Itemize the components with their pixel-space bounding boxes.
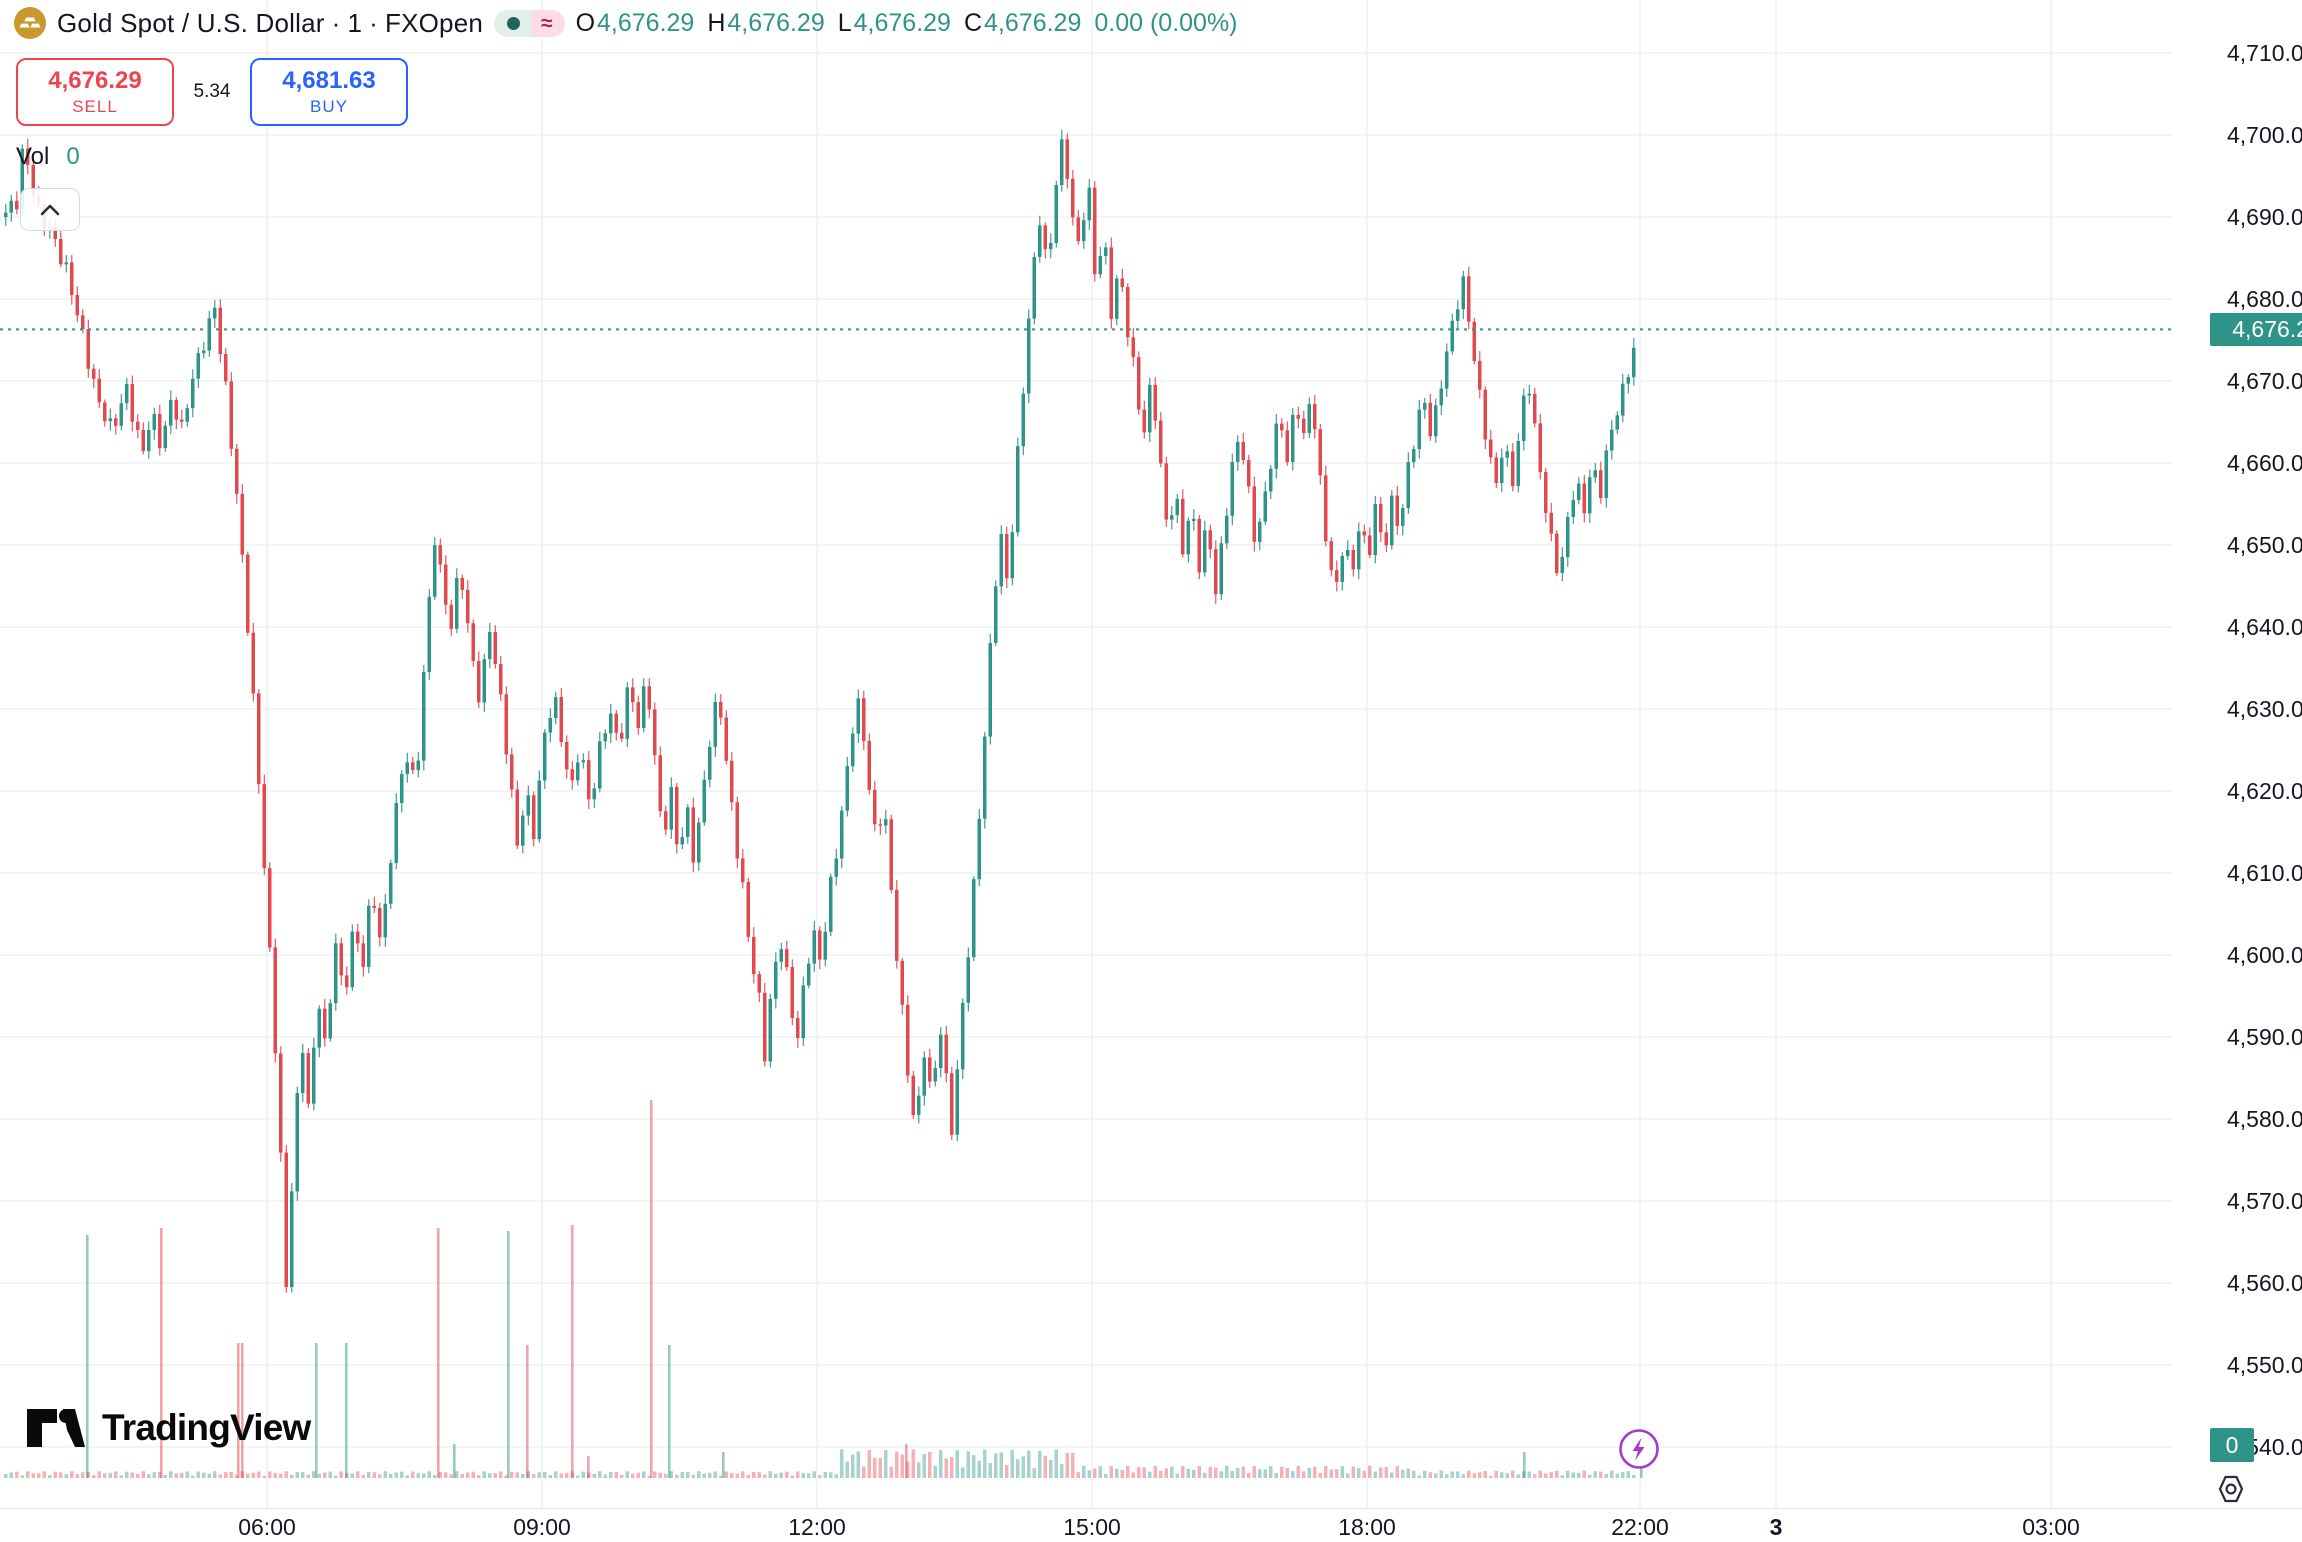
change-value: 0.00 (0.00%): [1094, 8, 1238, 37]
time-axis-label: 03:00: [2022, 1514, 2080, 1540]
current-price-badge: 4,676.29: [2210, 312, 2302, 346]
time-axis-label: 22:00: [1611, 1514, 1669, 1540]
price-axis-label: 4,670.00: [2227, 368, 2302, 394]
price-axis-label: 4,650.00: [2227, 532, 2302, 558]
symbol-name: Gold Spot / U.S. Dollar: [57, 7, 325, 38]
instant-trading-bubble[interactable]: [1618, 1428, 1660, 1470]
horizontal-gridlines: [0, 52, 2172, 1448]
buy-button[interactable]: 4,681.63 BUY: [250, 58, 408, 126]
sell-price: 4,676.29: [48, 67, 142, 94]
symbol-legend: Gold Spot / U.S. Dollar · 1 · FXOpen ≈ O 4,67…: [14, 7, 1238, 39]
chevron-up-icon: [40, 204, 60, 215]
symbol-title[interactable]: Gold Spot / U.S. Dollar · 1 · FXOpen: [57, 7, 484, 38]
collapse-panel-button[interactable]: [20, 188, 80, 231]
price-axis[interactable]: 4,676.29 0 4,710.00 4,700.00 4,690.00 4,680…: [2172, 0, 2302, 1508]
tradingview-logo[interactable]: TradingView: [26, 1406, 311, 1450]
tradingview-logo-mark: [27, 1409, 85, 1447]
buy-label: BUY: [310, 97, 348, 116]
market-open-dot-icon: [494, 9, 532, 37]
axis-settings-button[interactable]: [2212, 1470, 2250, 1508]
volume-legend: Vol 0: [16, 143, 80, 171]
price-axis-label: 4,690.00: [2227, 204, 2302, 230]
time-axis-label: 3: [1769, 1514, 1783, 1540]
close-key: C: [963, 8, 983, 37]
close-value: 4,676.29: [984, 8, 1082, 37]
gold-symbol-icon: [14, 7, 46, 39]
open-key: O: [575, 8, 596, 37]
high-value: 4,676.29: [727, 8, 825, 37]
price-axis-label: 4,710.00: [2227, 40, 2302, 66]
exchange-name: FXOpen: [385, 7, 484, 38]
price-axis-label: 4,590.00: [2227, 1024, 2302, 1050]
price-axis-label: 4,550.00: [2227, 1352, 2302, 1378]
time-axis-label: 06:00: [238, 1514, 296, 1540]
spread-value: 5.34: [193, 81, 231, 102]
volume-zero-badge: 0: [2210, 1428, 2254, 1462]
price-axis-label: 4,600.00: [2227, 942, 2302, 968]
price-axis-label: 4,700.00: [2227, 122, 2302, 148]
ohlc-readout: O 4,676.29 H 4,676.29 L 4,676.29 C 4,676.29 …: [576, 9, 1238, 38]
open-value: 4,676.29: [597, 8, 695, 37]
time-axis-label: 15:00: [1063, 1514, 1121, 1540]
time-axis-label: 18:00: [1338, 1514, 1396, 1540]
market-status-capsule[interactable]: ≈: [494, 9, 565, 37]
low-value: 4,676.29: [853, 8, 951, 37]
interval-value: 1: [347, 7, 363, 38]
price-axis-label: 4,560.00: [2227, 1270, 2302, 1296]
time-axis-label: 12:00: [788, 1514, 846, 1540]
volume-label: Vol: [16, 143, 50, 170]
tradingview-logo-text: TradingView: [102, 1407, 311, 1448]
volume-value: 0: [66, 143, 80, 170]
time-axis[interactable]: 06:00 09:00 12:00 15:00 18:00 22:00 3 03:00: [0, 1508, 2302, 1542]
gear-icon: [2218, 1475, 2244, 1503]
price-axis-label: 4,640.00: [2227, 614, 2302, 640]
price-axis-label: 4,610.00: [2227, 860, 2302, 886]
buy-price: 4,681.63: [282, 67, 376, 94]
price-axis-label: 4,580.00: [2227, 1106, 2302, 1132]
approx-data-icon: ≈: [531, 9, 565, 37]
time-axis-label: 09:00: [513, 1514, 571, 1540]
price-axis-label: 4,570.00: [2227, 1188, 2302, 1214]
low-key: L: [837, 8, 852, 37]
sell-label: SELL: [72, 97, 118, 116]
volume-bars: [4, 1100, 1643, 1478]
price-axis-label: 4,660.00: [2227, 450, 2302, 476]
vertical-gridlines: [266, 0, 2052, 1508]
sell-button[interactable]: 4,676.29 SELL: [16, 58, 174, 126]
price-axis-label: 4,680.00: [2227, 286, 2302, 312]
lightning-icon: [1619, 1429, 1659, 1469]
high-key: H: [707, 8, 726, 37]
price-axis-label: 4,630.00: [2227, 696, 2302, 722]
trade-buttons: 4,676.29 SELL 5.34 4,681.63 BUY: [16, 58, 408, 126]
price-axis-label: 4,620.00: [2227, 778, 2302, 804]
candles: [4, 129, 1636, 1293]
